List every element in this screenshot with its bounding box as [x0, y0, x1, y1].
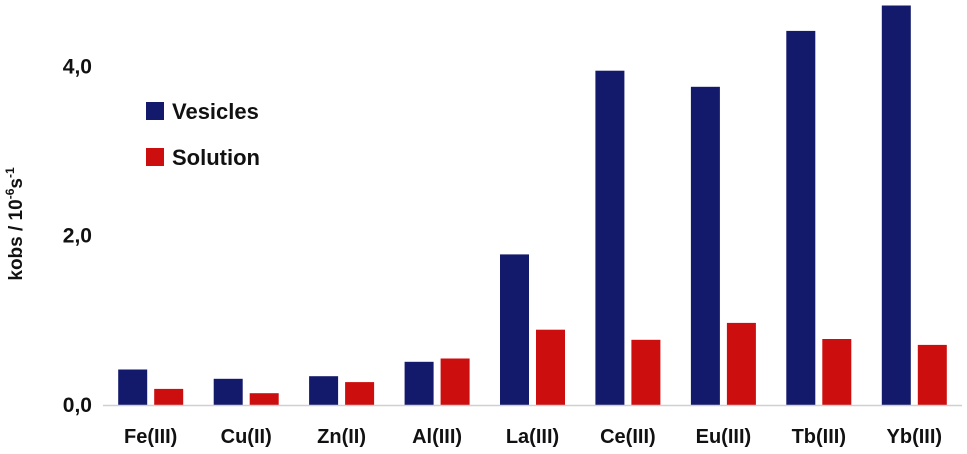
x-tick-label: Zn(II) [317, 426, 366, 448]
y-axis-title-exp2: -1 [3, 167, 17, 178]
bar-vesicles-2 [213, 378, 243, 405]
legend: Vesicles Solution [146, 99, 260, 170]
legend-swatch-vesicles [146, 102, 164, 120]
bar-solution-4 [440, 358, 470, 405]
bar-solution-1 [154, 388, 184, 405]
y-tick-label: 4,0 [63, 55, 92, 78]
bar-vesicles-9 [881, 5, 911, 405]
x-axis-labels: Fe(III) Cu(II) Zn(II) Al(III) La(III) Ce(III)… [124, 426, 942, 448]
bar-solution-5 [536, 329, 565, 405]
bar-solution-6 [631, 339, 661, 405]
y-tick-label: 2,0 [63, 225, 92, 248]
bar-solution-2 [249, 393, 279, 405]
y-axis-title-base: kobs / 10 [6, 199, 27, 280]
y-axis-title-exp1: -6 [3, 188, 17, 199]
y-tick-label: 0,0 [63, 394, 92, 417]
bar-solution-8 [822, 339, 852, 405]
legend-label-vesicles: Vesicles [172, 99, 259, 124]
y-axis-ticks: 0,0 2,0 4,0 [63, 55, 92, 417]
x-tick-label: Yb(III) [887, 426, 943, 448]
bar-vesicles-3 [309, 376, 339, 405]
bars [118, 5, 947, 406]
legend-label-solution: Solution [172, 145, 260, 170]
x-tick-label: Eu(III) [696, 426, 752, 448]
bar-solution-3 [345, 382, 375, 405]
bar-solution-9 [917, 344, 947, 405]
x-tick-label: La(III) [506, 426, 559, 448]
bar-vesicles-1 [118, 369, 148, 405]
legend-swatch-solution [146, 148, 164, 166]
bar-solution-7 [726, 322, 756, 405]
x-tick-label: Fe(III) [124, 426, 177, 448]
x-tick-label: Ce(III) [600, 426, 656, 448]
y-axis-title-mid: s [6, 178, 27, 189]
bar-vesicles-8 [786, 30, 816, 406]
bar-vesicles-6 [595, 70, 625, 405]
y-axis-title: kobs / 10-6s-1 [3, 167, 27, 281]
bar-vesicles-5 [500, 254, 529, 405]
x-tick-label: Tb(III) [792, 426, 846, 448]
x-tick-label: Al(III) [412, 426, 462, 448]
bar-vesicles-4 [404, 361, 434, 405]
bar-vesicles-7 [690, 86, 720, 406]
x-tick-label: Cu(II) [221, 426, 272, 448]
